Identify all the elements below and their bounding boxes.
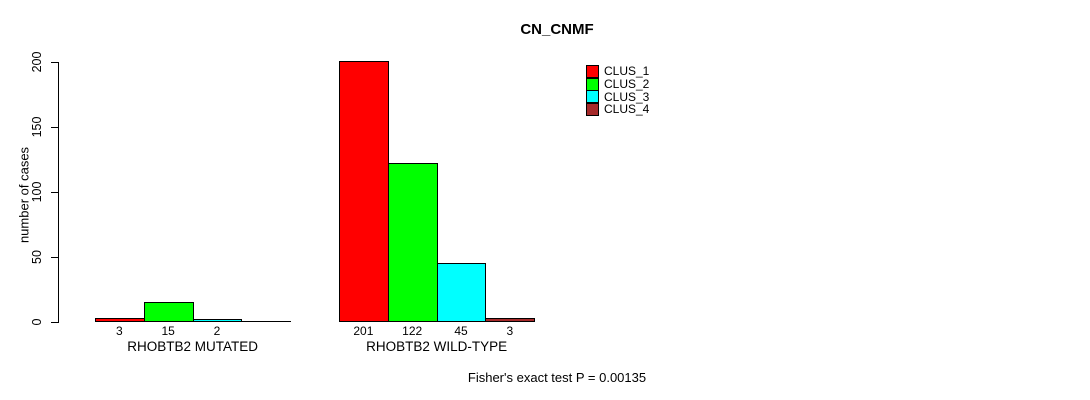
bar-value-label: 3 <box>116 324 123 338</box>
legend-item-label: CLUS_1 <box>604 64 650 79</box>
y-axis-tick-label: 100 <box>30 181 44 203</box>
legend-item-label: CLUS_2 <box>604 77 650 92</box>
bar-value-label: 3 <box>506 324 514 338</box>
bar <box>485 318 535 322</box>
legend-swatch <box>586 102 599 116</box>
y-axis-line <box>58 62 59 323</box>
bar <box>437 263 486 322</box>
y-axis-tick-label: 200 <box>30 51 44 73</box>
y-axis-tick <box>51 322 58 323</box>
group-label: RHOBTB2 MUTATED <box>127 339 258 354</box>
y-axis-tick-label: 50 <box>30 250 44 264</box>
bar-value-label: 201 <box>353 324 374 338</box>
bar-value-label: 45 <box>454 324 468 338</box>
bar <box>95 318 145 322</box>
stat-annotation: Fisher's exact test P = 0.00135 <box>467 370 647 385</box>
bar <box>193 319 242 322</box>
y-axis-tick <box>51 192 58 193</box>
bar <box>388 163 438 322</box>
y-axis-tick <box>51 62 58 63</box>
y-axis-tick <box>51 257 58 258</box>
y-axis-tick-label: 0 <box>30 318 44 326</box>
legend-item: CLUS_1 <box>586 64 650 79</box>
bar-value-label: 15 <box>161 324 175 338</box>
y-axis-tick-label: 150 <box>30 116 44 138</box>
bar-value-label: 2 <box>213 324 221 338</box>
legend-swatch <box>586 64 599 78</box>
chart-title: CN_CNMF <box>520 21 594 38</box>
legend-item-label: CLUS_3 <box>604 89 650 104</box>
legend-swatch <box>586 77 599 91</box>
legend-item: CLUS_3 <box>586 89 650 104</box>
legend-item: CLUS_4 <box>586 102 650 117</box>
bar <box>144 302 194 322</box>
y-axis-tick <box>51 127 58 128</box>
legend: CLUS_1 CLUS_2 CLUS_3 CLUS_4 <box>586 64 650 117</box>
bar-value-label: 122 <box>402 324 423 338</box>
legend-item-label: CLUS_4 <box>604 102 650 117</box>
bar <box>339 61 389 322</box>
group-label: RHOBTB2 WILD-TYPE <box>366 339 508 354</box>
legend-item: CLUS_2 <box>586 77 650 92</box>
legend-swatch <box>586 90 599 104</box>
